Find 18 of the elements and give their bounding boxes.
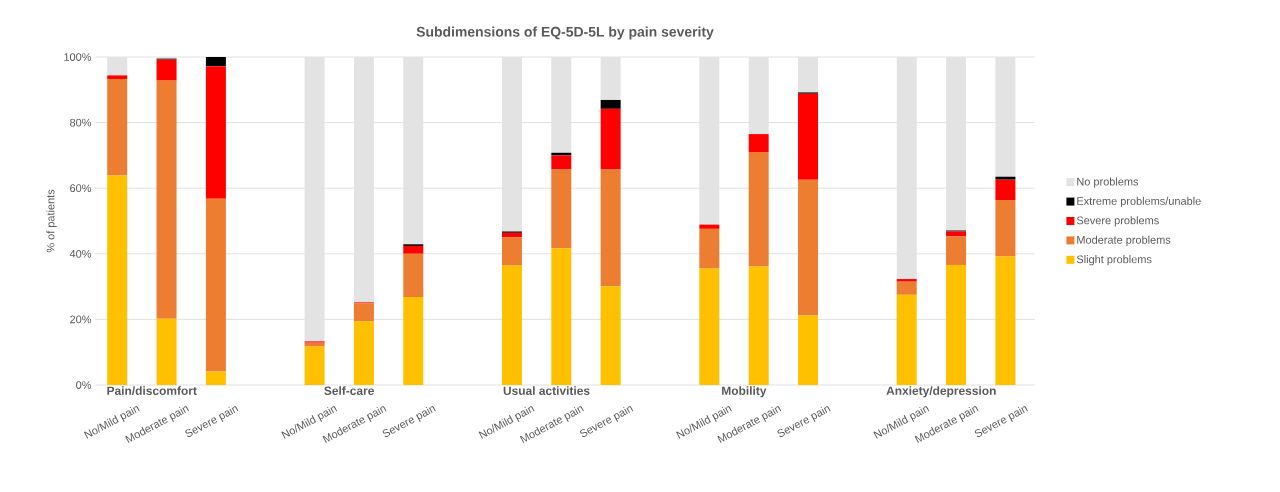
text: Usual activities bbox=[503, 386, 590, 395]
legend-label: Extreme problems/unable bbox=[1077, 196, 1201, 208]
legend-label: No problems bbox=[1077, 177, 1139, 188]
legend-label: Slight problems bbox=[1076, 255, 1152, 266]
y-tick-label: 80% bbox=[70, 118, 92, 127]
chart-title: Subdimensions of EQ-5D-5L by pain severity bbox=[416, 26, 714, 40]
legend-label: Severe problems bbox=[1076, 216, 1159, 227]
text: Anxiety/depression bbox=[886, 386, 996, 398]
legend-label: Moderate problems bbox=[1077, 235, 1171, 246]
y-tick-label: 60% bbox=[70, 184, 92, 193]
text: Mobility bbox=[722, 386, 767, 398]
y-tick-label: 20% bbox=[70, 315, 92, 324]
y-tick-label: 100% bbox=[64, 53, 92, 61]
y-axis-title: % of patients bbox=[46, 189, 57, 253]
y-tick-label: 0% bbox=[76, 381, 92, 389]
y-tick-label: 40% bbox=[69, 249, 92, 258]
text: Self-care bbox=[324, 386, 374, 395]
text: Pain/discomfort bbox=[107, 386, 197, 396]
